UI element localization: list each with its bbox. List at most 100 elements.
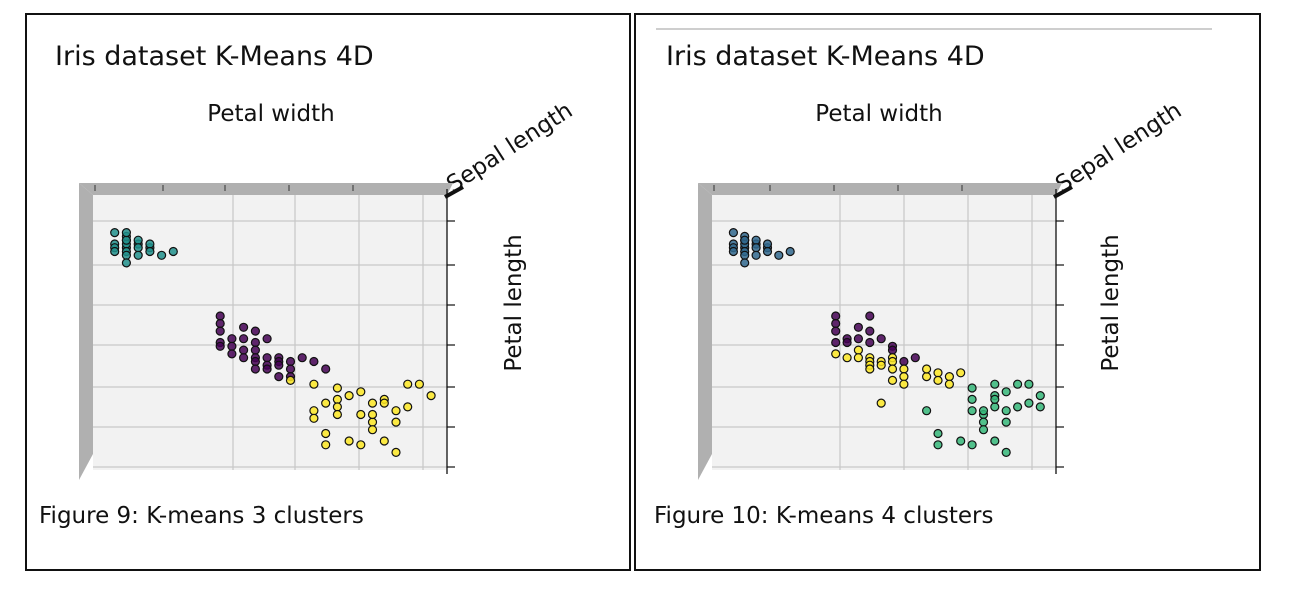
left-wall <box>79 183 93 480</box>
data-point <box>332 394 342 404</box>
data-point <box>1001 417 1011 427</box>
data-point <box>110 246 120 257</box>
data-point <box>853 334 863 344</box>
data-point <box>831 326 841 336</box>
data-point <box>274 372 284 382</box>
data-point <box>262 353 272 363</box>
data-point <box>227 334 237 344</box>
data-points <box>110 228 436 457</box>
data-point <box>321 440 331 450</box>
data-point <box>391 447 401 457</box>
z-axis-label: Sepal length <box>442 98 577 198</box>
data-point <box>910 353 920 363</box>
data-point <box>728 246 739 257</box>
data-point <box>321 428 331 439</box>
data-point <box>250 326 260 336</box>
data-point <box>967 440 977 450</box>
data-point <box>876 398 886 408</box>
data-point <box>933 440 943 450</box>
data-point <box>956 436 966 446</box>
data-point <box>297 353 307 363</box>
data-point <box>391 406 401 416</box>
figure-caption: Figure 10: K-means 4 clusters <box>654 503 994 529</box>
data-point <box>332 383 342 393</box>
data-point <box>332 402 342 412</box>
data-point <box>356 387 366 397</box>
data-point <box>774 250 784 260</box>
data-point <box>978 406 989 416</box>
data-point <box>899 364 909 374</box>
data-point <box>831 311 841 321</box>
axes-frame <box>79 183 464 480</box>
data-point <box>865 311 875 321</box>
data-point <box>309 413 319 423</box>
data-point <box>250 356 260 367</box>
data-point <box>121 228 132 238</box>
data-point <box>344 436 354 446</box>
left-wall <box>698 183 712 480</box>
data-point <box>133 243 143 253</box>
data-point <box>121 258 132 268</box>
data-point <box>865 326 875 336</box>
data-point <box>215 311 225 321</box>
data-point <box>933 428 943 439</box>
data-point <box>309 379 319 389</box>
data-point <box>887 345 898 355</box>
plot-pane <box>712 195 1056 470</box>
data-point <box>751 235 761 245</box>
data-point <box>262 364 272 374</box>
data-points <box>728 228 1045 457</box>
data-point <box>853 345 863 355</box>
data-point <box>239 345 249 355</box>
data-point <box>309 356 319 367</box>
data-point <box>321 364 331 374</box>
data-point <box>865 364 875 374</box>
data-point <box>978 417 989 427</box>
data-point <box>145 246 155 257</box>
data-point <box>967 406 977 416</box>
data-point <box>990 402 1000 412</box>
data-point <box>239 322 249 332</box>
figure-caption: Figure 9: K-means 3 clusters <box>39 503 364 529</box>
data-point <box>285 356 296 367</box>
data-point <box>121 250 132 260</box>
z-axis-label: Sepal length <box>1051 98 1186 198</box>
data-point <box>831 318 841 329</box>
data-point <box>785 246 795 257</box>
data-point <box>1001 406 1011 416</box>
data-point <box>133 250 143 260</box>
data-point <box>751 250 761 260</box>
data-point <box>250 364 260 374</box>
data-point <box>990 379 1000 389</box>
data-point <box>391 417 401 427</box>
data-point <box>227 349 237 359</box>
data-point <box>990 394 1000 404</box>
data-point <box>426 391 436 401</box>
data-point <box>899 356 909 367</box>
data-point <box>379 398 389 408</box>
x-axis-label: Petal width <box>207 101 334 127</box>
z-axis-stub <box>1053 185 1073 199</box>
data-point <box>944 372 954 382</box>
data-point <box>274 360 284 370</box>
data-point <box>899 379 909 389</box>
data-point <box>831 349 841 359</box>
data-point <box>145 239 155 249</box>
data-point <box>1013 379 1023 389</box>
top-wall <box>79 183 453 195</box>
chart-title: Iris dataset K-Means 4D <box>666 41 985 72</box>
data-point <box>762 239 773 249</box>
data-point <box>740 258 750 268</box>
data-point <box>215 318 225 329</box>
data-point <box>922 406 932 416</box>
data-point <box>751 243 761 253</box>
data-point <box>403 379 413 389</box>
data-point <box>1001 447 1011 457</box>
y-axis-label: Petal length <box>501 234 527 371</box>
data-point <box>367 409 378 420</box>
chart-title: Iris dataset K-Means 4D <box>55 41 374 72</box>
data-point <box>740 235 750 245</box>
data-point <box>133 235 143 245</box>
data-point <box>239 334 249 344</box>
data-point <box>944 379 954 389</box>
